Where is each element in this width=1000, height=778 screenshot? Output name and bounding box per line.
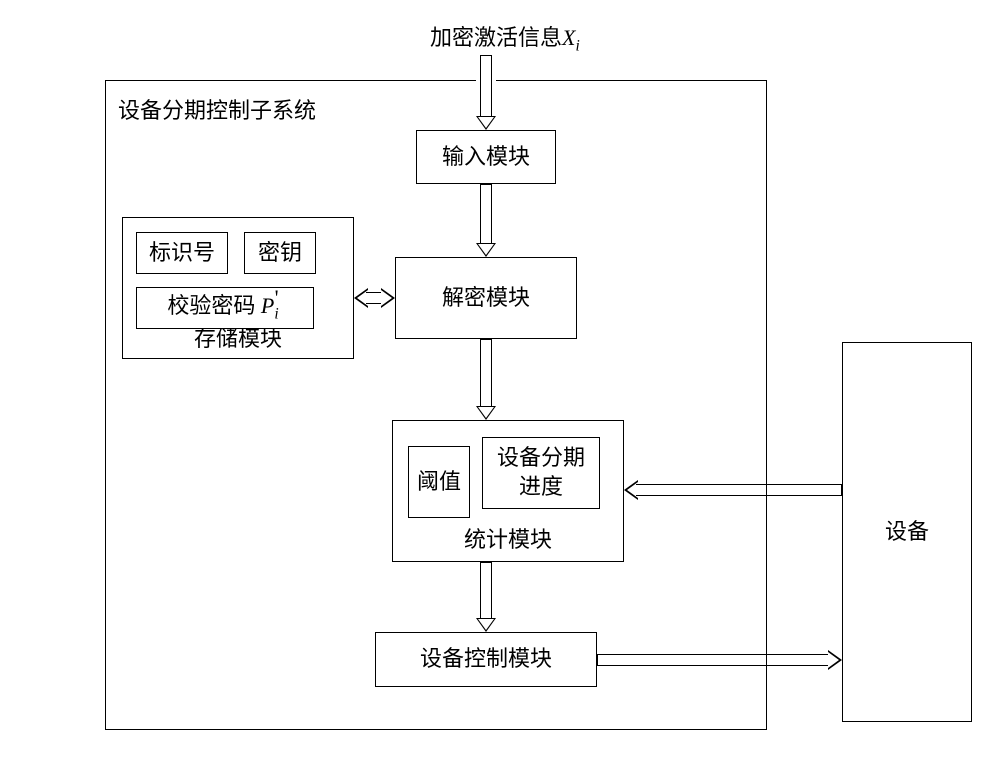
device-box: 设备: [842, 342, 972, 722]
arrow-decrypt-to-stat: [476, 339, 496, 420]
progress-label: 设备分期进度: [483, 444, 599, 501]
arrow-control-to-device: [597, 650, 842, 670]
storage-verify-box: 校验密码 Pi': [136, 287, 314, 329]
decrypt-module-label: 解密模块: [442, 284, 530, 313]
progress-box: 设备分期进度: [482, 437, 600, 509]
storage-key-label: 密钥: [258, 239, 302, 268]
control-module-label: 设备控制模块: [420, 645, 552, 674]
external-input-label: 加密激活信息Xi: [430, 20, 580, 55]
verify-var: P: [261, 293, 274, 318]
arrow-input-to-decrypt: [476, 184, 496, 257]
input-module-label: 输入模块: [442, 143, 530, 172]
threshold-box: 阈值: [408, 446, 470, 518]
input-module-box: 输入模块: [416, 130, 556, 184]
decrypt-module-box: 解密模块: [395, 257, 577, 339]
storage-id-box: 标识号: [136, 232, 228, 274]
device-label: 设备: [885, 518, 929, 547]
storage-module-label: 存储模块: [194, 325, 282, 354]
stat-module-label: 统计模块: [464, 526, 552, 555]
input-label-prefix: 加密激活信息: [430, 25, 562, 50]
arrow-storage-decrypt: [354, 288, 395, 308]
arrow-input-to-module: [476, 55, 496, 130]
subsystem-title: 设备分期控制子系统: [118, 93, 316, 125]
storage-verify-label: 校验密码 Pi': [167, 292, 282, 324]
storage-key-box: 密钥: [244, 232, 316, 274]
verify-sup: ': [275, 285, 279, 310]
threshold-label: 阈值: [417, 468, 461, 497]
verify-prefix: 校验密码: [167, 293, 255, 318]
input-var: X: [562, 25, 575, 50]
storage-id-label: 标识号: [149, 239, 215, 268]
arrow-device-to-stat: [624, 480, 842, 500]
input-sub: i: [575, 37, 579, 54]
arrow-stat-to-control: [476, 562, 496, 632]
control-module-box: 设备控制模块: [375, 632, 597, 687]
